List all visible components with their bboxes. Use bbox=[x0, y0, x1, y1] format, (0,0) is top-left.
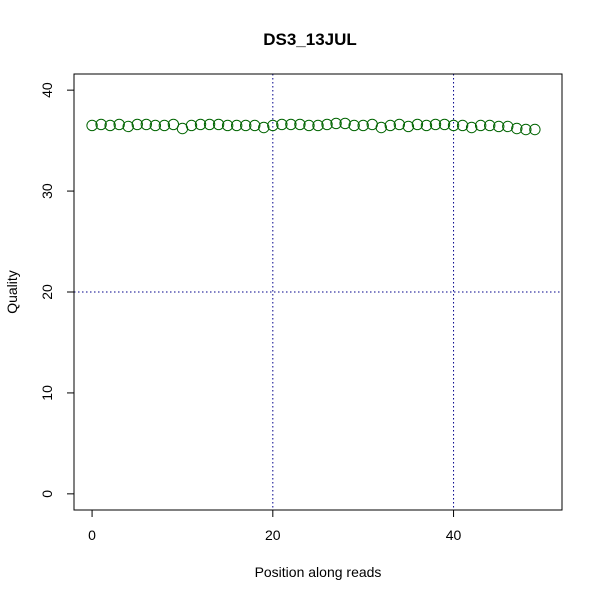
y-tick-label: 10 bbox=[39, 385, 55, 401]
data-point bbox=[402, 120, 415, 133]
data-point bbox=[86, 119, 98, 132]
data-point bbox=[104, 119, 116, 132]
data-point bbox=[185, 119, 198, 132]
data-point bbox=[438, 118, 451, 131]
data-point bbox=[312, 119, 324, 132]
data-point bbox=[294, 118, 306, 131]
data-point bbox=[321, 118, 333, 131]
data-points bbox=[86, 117, 541, 136]
chart-title: DS3_13JUL bbox=[263, 30, 357, 49]
data-point bbox=[502, 120, 514, 133]
data-point bbox=[158, 119, 171, 132]
y-axis: 0 10 20 30 40 bbox=[39, 82, 75, 498]
gridlines bbox=[74, 74, 562, 510]
data-point bbox=[258, 121, 270, 134]
data-point bbox=[212, 118, 225, 131]
data-point bbox=[303, 119, 315, 132]
y-tick-label: 30 bbox=[39, 183, 55, 199]
data-point bbox=[429, 118, 442, 131]
data-point bbox=[393, 118, 406, 131]
data-point bbox=[122, 120, 134, 133]
data-point bbox=[465, 121, 478, 134]
data-point bbox=[447, 119, 460, 132]
x-axis-label: Position along reads bbox=[255, 564, 382, 580]
data-point bbox=[339, 117, 351, 130]
data-point bbox=[113, 118, 125, 131]
data-point bbox=[194, 118, 207, 131]
data-point bbox=[520, 123, 532, 136]
data-point bbox=[249, 119, 261, 132]
data-point bbox=[348, 119, 360, 132]
x-tick-label: 20 bbox=[265, 527, 281, 543]
data-point bbox=[411, 118, 424, 131]
data-point bbox=[267, 119, 279, 132]
data-point bbox=[529, 123, 541, 136]
data-point bbox=[276, 118, 288, 131]
data-point bbox=[357, 119, 369, 132]
data-point bbox=[384, 119, 396, 132]
data-point bbox=[484, 119, 496, 132]
data-point bbox=[456, 119, 469, 132]
data-point bbox=[203, 118, 216, 131]
data-point bbox=[240, 119, 252, 132]
data-point bbox=[375, 121, 387, 134]
data-point bbox=[230, 119, 243, 132]
data-point bbox=[285, 118, 297, 131]
data-point bbox=[493, 120, 505, 133]
data-point bbox=[420, 119, 433, 132]
data-point bbox=[474, 119, 487, 132]
y-tick-label: 0 bbox=[39, 490, 55, 498]
data-point bbox=[221, 119, 234, 132]
x-axis: 0 20 40 bbox=[88, 509, 462, 543]
data-point bbox=[149, 119, 162, 132]
data-point bbox=[330, 117, 342, 130]
y-tick-label: 40 bbox=[39, 82, 55, 98]
data-point bbox=[511, 122, 523, 135]
y-tick-label: 20 bbox=[39, 284, 55, 300]
data-point bbox=[131, 118, 143, 131]
data-point bbox=[95, 118, 107, 131]
data-point bbox=[140, 118, 152, 131]
y-axis-label: Quality bbox=[4, 270, 20, 314]
x-tick-label: 0 bbox=[88, 527, 96, 543]
x-tick-label: 40 bbox=[446, 527, 462, 543]
